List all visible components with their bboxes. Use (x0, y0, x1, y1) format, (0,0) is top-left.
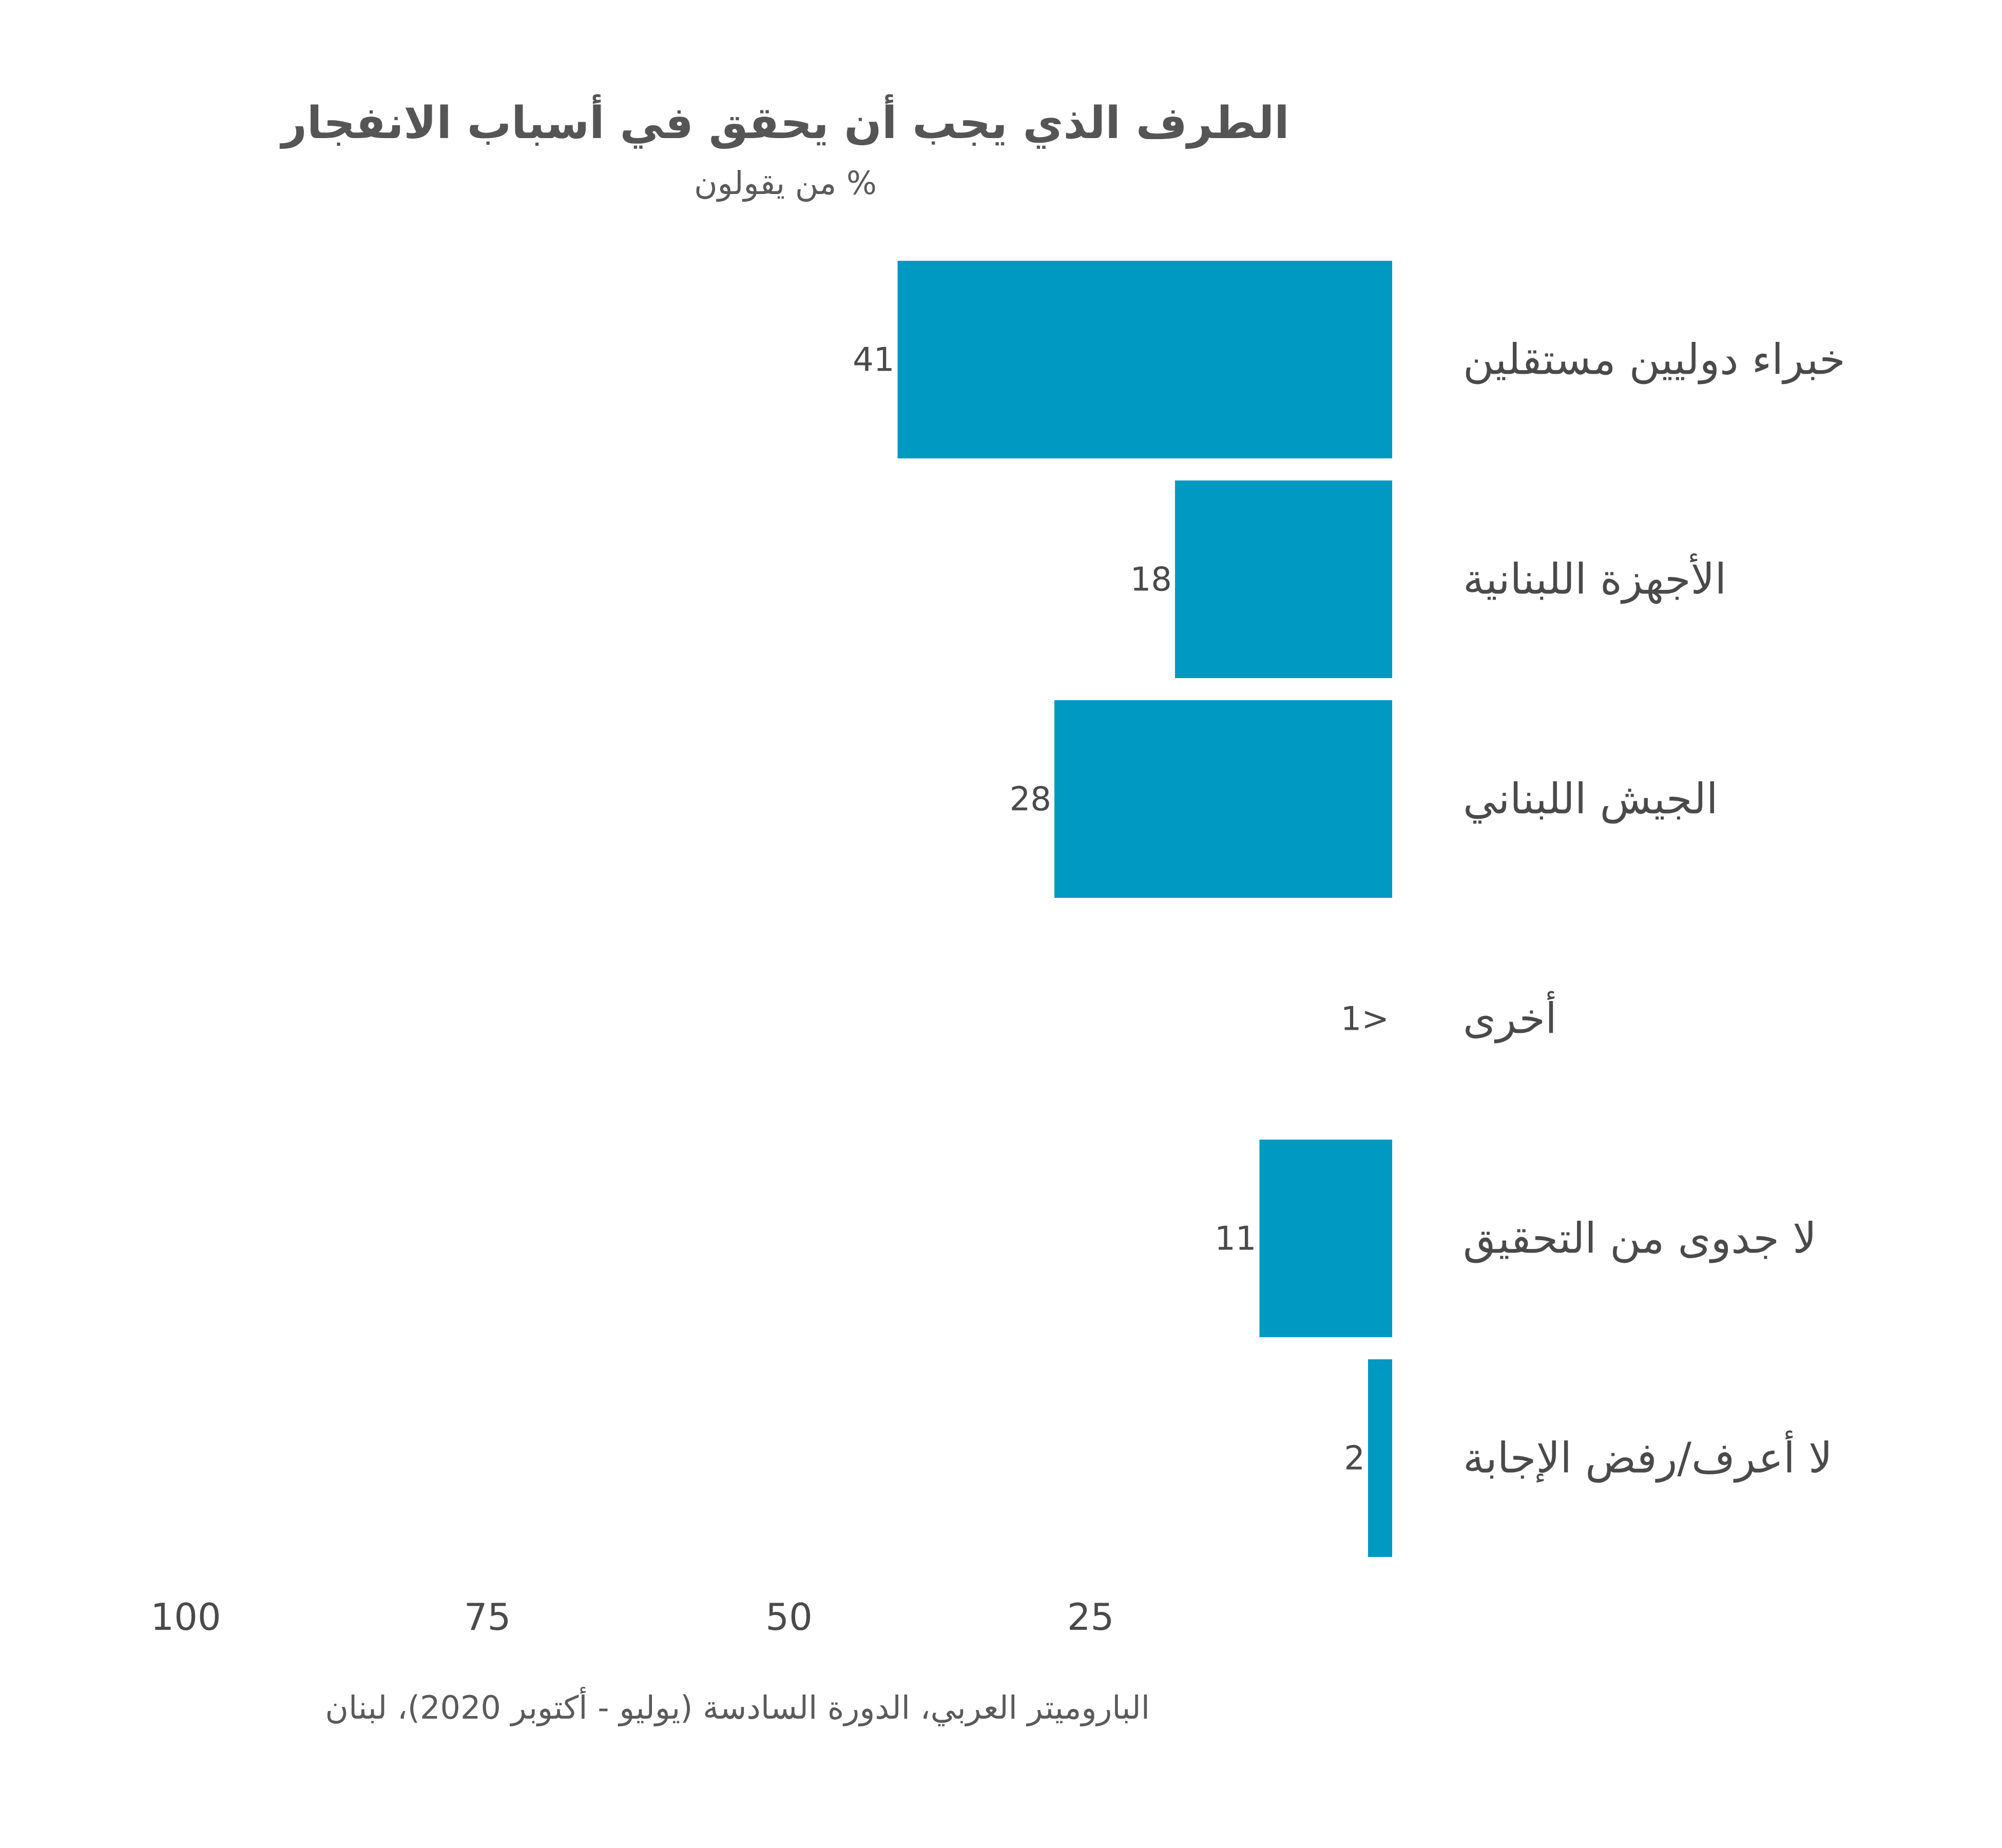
x-tick-label: 75 (464, 1595, 511, 1639)
category-label: لا جدوى من التحقيق (1463, 1215, 1817, 1263)
category-label: لا أعرف/رفض الإجابة (1463, 1431, 1833, 1484)
bar (1368, 1359, 1392, 1557)
chart-source: الباروميتر العربي، الدورة السادسة (يوليو… (325, 1689, 1150, 1726)
bar-value-label: 11 (1215, 1220, 1256, 1258)
bar (1054, 700, 1392, 898)
x-tick-label: 100 (150, 1595, 221, 1639)
bar-value-label: 18 (1130, 561, 1172, 599)
bar (1175, 480, 1392, 678)
bar-value-label: 41 (853, 341, 894, 379)
x-tick-label: 50 (765, 1595, 813, 1639)
category-label: أخرى (1463, 991, 1557, 1044)
category-label: الأجهزة اللبنانية (1463, 554, 1726, 604)
x-tick-label: 25 (1067, 1595, 1114, 1639)
bar-value-label: 2 (1344, 1440, 1365, 1478)
bar-value-label: 1> (1341, 1000, 1389, 1038)
bar (897, 261, 1392, 458)
bar (1259, 1140, 1392, 1337)
chart-subtitle: % من يقولون (694, 164, 877, 202)
category-label: الجيش اللبناني (1463, 775, 1718, 824)
chart-title: الطرف الذي يجب أن يحقق في أسباب الانفجار (281, 98, 1289, 149)
category-label: خبراء دوليين مستقلين (1463, 336, 1845, 384)
bar-value-label: 28 (1010, 781, 1051, 819)
